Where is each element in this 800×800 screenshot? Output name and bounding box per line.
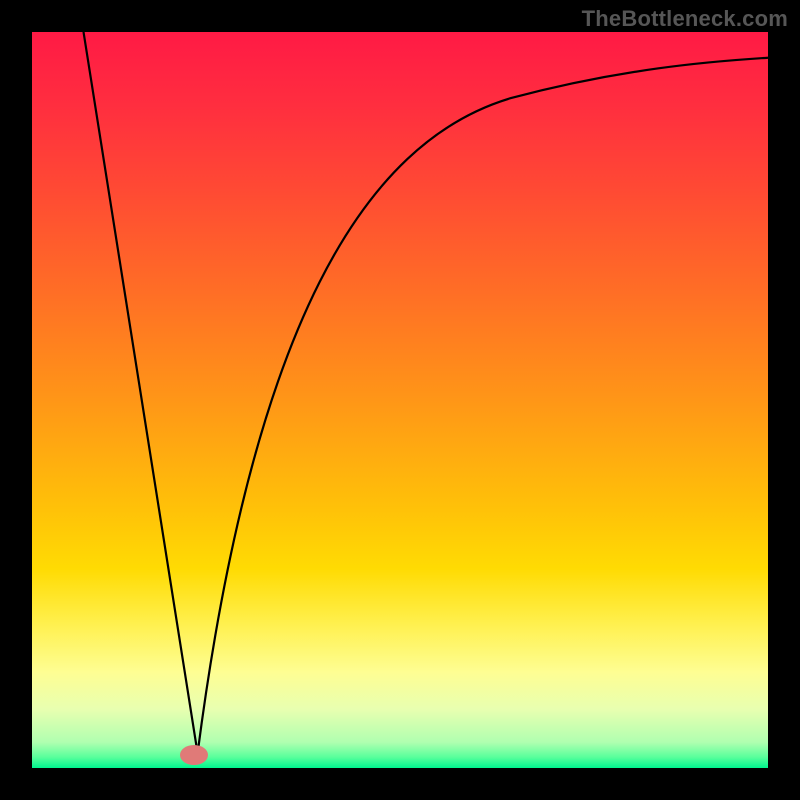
plot-area — [32, 32, 768, 768]
optimal-marker — [180, 745, 208, 765]
curve-path — [84, 32, 768, 753]
watermark-label: TheBottleneck.com — [582, 6, 788, 32]
chart-frame: TheBottleneck.com — [0, 0, 800, 800]
bottleneck-curve — [32, 32, 768, 768]
